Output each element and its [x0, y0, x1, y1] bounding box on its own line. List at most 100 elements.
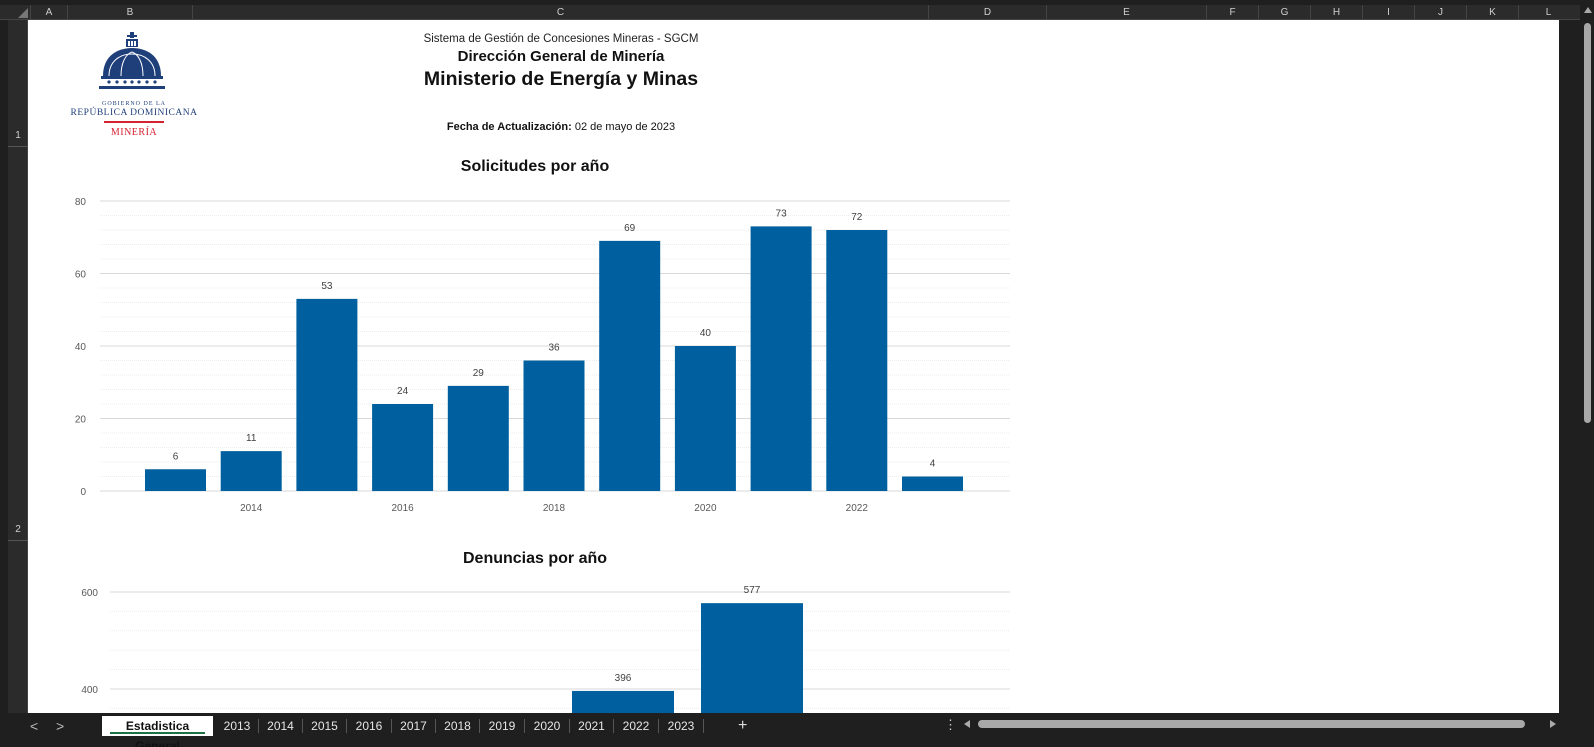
- tab-2013[interactable]: 2013: [223, 719, 251, 733]
- tab-2015[interactable]: 2015: [311, 719, 338, 733]
- bar: [750, 226, 812, 491]
- x-tick-label: 2022: [846, 503, 869, 514]
- tab-2020[interactable]: 2020: [533, 719, 561, 733]
- column-header-h[interactable]: H: [1310, 5, 1362, 20]
- data-label: 396: [615, 673, 632, 684]
- tab-2018[interactable]: 2018: [444, 719, 471, 733]
- bar: [599, 240, 661, 491]
- tab-divider: [658, 719, 659, 733]
- column-header-k[interactable]: K: [1466, 5, 1518, 20]
- row-header: 1 2: [8, 20, 28, 724]
- chevron-left-icon[interactable]: <: [30, 718, 39, 734]
- scroll-up-icon[interactable]: [1584, 7, 1592, 13]
- y-tick-label: 60: [75, 270, 87, 281]
- bar: [220, 451, 282, 491]
- update-date-value: 02 de mayo de 2023: [574, 121, 676, 133]
- data-label: 11: [246, 433, 257, 444]
- data-label: 24: [397, 386, 409, 397]
- tab-divider: [524, 719, 525, 733]
- column-header-g[interactable]: G: [1258, 5, 1310, 20]
- chevron-right-icon[interactable]: >: [56, 718, 65, 734]
- ministry-title: Ministerio de Energía y Minas: [423, 68, 699, 90]
- row-divider[interactable]: [8, 540, 28, 541]
- tab-divider: [703, 719, 704, 733]
- system-name: Sistema de Gestión de Concesiones Minera…: [423, 33, 699, 45]
- vertical-scroll-thumb[interactable]: [1584, 23, 1591, 423]
- data-label: 6: [173, 451, 179, 462]
- bar: [296, 298, 358, 491]
- logo-divider: [104, 121, 164, 123]
- direction-title: Dirección General de Minería: [457, 48, 665, 65]
- chart-title-solicitudes: Solicitudes por año: [460, 158, 610, 175]
- row-header-2[interactable]: 2: [15, 524, 21, 535]
- data-label: 29: [473, 368, 485, 379]
- scroll-right-icon[interactable]: [1550, 720, 1556, 728]
- tab-divider: [613, 719, 614, 733]
- tab-2016[interactable]: 2016: [355, 719, 383, 733]
- y-tick-label: 400: [81, 685, 98, 696]
- dome-logo-icon: [99, 32, 165, 89]
- bar: [523, 360, 585, 491]
- tab-divider: [435, 719, 436, 733]
- tab-divider: [569, 719, 570, 733]
- row-divider[interactable]: [8, 146, 28, 147]
- bar: [674, 346, 736, 491]
- tab-2021[interactable]: 2021: [578, 719, 605, 733]
- y-tick-label: 0: [80, 487, 86, 498]
- column-header-f[interactable]: F: [1206, 5, 1258, 20]
- bar: [447, 385, 509, 491]
- more-options-icon[interactable]: ⋮: [944, 717, 957, 732]
- tab-divider: [258, 719, 259, 733]
- data-label: 36: [548, 343, 560, 354]
- x-tick-label: 2014: [240, 503, 263, 514]
- tab-label: Estadistica General: [125, 719, 190, 747]
- data-label: 577: [744, 585, 761, 596]
- data-label: 72: [851, 212, 863, 223]
- worksheet-area[interactable]: GOBIERNO DE LA REPÚBLICA DOMINICANA MINE…: [28, 20, 1559, 724]
- row-header-1[interactable]: 1: [15, 130, 21, 141]
- tab-2019[interactable]: 2019: [488, 719, 516, 733]
- column-header-b[interactable]: B: [67, 5, 192, 20]
- column-header-l[interactable]: L: [1518, 5, 1578, 20]
- horizontal-scroll-thumb[interactable]: [978, 720, 1525, 728]
- y-tick-label: 600: [81, 588, 98, 599]
- select-all-icon: [18, 8, 28, 18]
- column-header-a[interactable]: A: [30, 5, 67, 20]
- tab-2022[interactable]: 2022: [622, 719, 650, 733]
- tab-divider: [346, 719, 347, 733]
- government-logo: GOBIERNO DE LA REPÚBLICA DOMINICANA MINE…: [64, 32, 204, 138]
- bar: [701, 603, 803, 724]
- select-all-corner[interactable]: [8, 5, 30, 20]
- bar: [372, 404, 434, 491]
- tab-estadistica-general[interactable]: Estadistica General: [102, 716, 213, 747]
- update-date: Fecha de Actualización: 02 de mayo de 20…: [361, 121, 761, 133]
- tab-divider: [391, 719, 392, 733]
- tab-2023[interactable]: 2023: [667, 719, 695, 733]
- horizontal-scrollbar[interactable]: [962, 719, 1558, 729]
- data-label: 40: [700, 328, 712, 339]
- bar: [902, 476, 963, 491]
- column-header-e[interactable]: E: [1046, 5, 1206, 20]
- vertical-scrollbar[interactable]: [1581, 5, 1594, 724]
- tab-2017[interactable]: 2017: [400, 719, 427, 733]
- tab-divider: [479, 719, 480, 733]
- logo-text-mineria: MINERÍA: [110, 127, 158, 138]
- x-tick-label: 2020: [694, 503, 717, 514]
- scroll-left-icon[interactable]: [964, 720, 970, 728]
- column-header-i[interactable]: I: [1362, 5, 1414, 20]
- tab-2014[interactable]: 2014: [267, 719, 294, 733]
- update-date-label: Fecha de Actualización:: [446, 121, 572, 133]
- data-label: 53: [321, 281, 333, 292]
- y-tick-label: 80: [75, 197, 87, 208]
- chart-title-denuncias: Denuncias por año: [462, 550, 608, 567]
- tab-divider: [302, 719, 303, 733]
- column-header-d[interactable]: D: [928, 5, 1046, 20]
- plus-icon[interactable]: +: [738, 717, 748, 734]
- x-tick-label: 2018: [543, 503, 566, 514]
- data-label: 69: [624, 223, 636, 234]
- x-tick-label: 2016: [391, 503, 414, 514]
- column-header-j[interactable]: J: [1414, 5, 1466, 20]
- column-header-c[interactable]: C: [192, 5, 928, 20]
- logo-text-republica: REPÚBLICA DOMINICANA: [70, 108, 198, 118]
